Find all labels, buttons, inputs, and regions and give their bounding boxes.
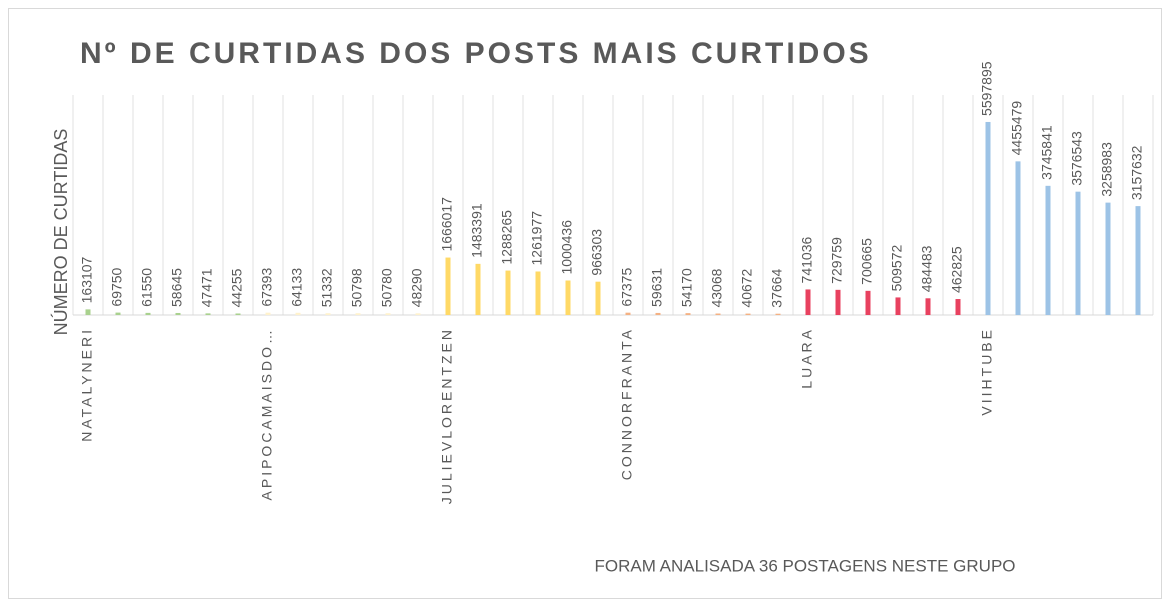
x-tick-label: APIPOCAMAISDO… [259, 327, 275, 500]
bar [685, 313, 691, 315]
value-label: 3258983 [1099, 142, 1115, 197]
bar [745, 313, 751, 315]
bar [415, 313, 421, 315]
bar [1075, 191, 1081, 315]
bar [385, 313, 391, 315]
value-label: 58645 [169, 268, 185, 307]
bar [1105, 202, 1111, 315]
bar [145, 312, 151, 315]
value-label: 966303 [589, 229, 605, 276]
value-label: 44255 [229, 268, 245, 307]
value-label: 50798 [349, 268, 365, 307]
value-label: 67375 [619, 268, 635, 307]
bar [955, 299, 961, 315]
value-label: 50780 [379, 268, 395, 307]
bar [475, 263, 481, 315]
bar [595, 281, 601, 315]
bar [205, 313, 211, 315]
bar [535, 271, 541, 315]
value-label: 4455479 [1009, 101, 1025, 156]
chart-title: Nº DE CURTIDAS DOS POSTS MAIS CURTIDOS [80, 37, 872, 70]
bar [985, 121, 991, 315]
value-label: 43068 [709, 268, 725, 307]
value-label: 67393 [259, 268, 275, 307]
bar [445, 257, 451, 315]
value-label: 3157632 [1129, 145, 1145, 200]
bar [115, 312, 121, 315]
bar [505, 270, 511, 315]
value-label: 3576543 [1069, 131, 1085, 186]
bar [775, 313, 781, 315]
bar [1135, 206, 1141, 315]
value-label: 54170 [679, 268, 695, 307]
value-label: 3745841 [1039, 125, 1055, 180]
value-label: 69750 [109, 267, 125, 306]
value-label: 1483391 [469, 203, 485, 258]
bar [895, 297, 901, 315]
value-label: 48290 [409, 268, 425, 307]
value-label: 5597895 [979, 61, 995, 116]
bar [625, 312, 631, 315]
bar [1045, 185, 1051, 315]
bar [865, 290, 871, 315]
x-tick-label: LUARA [799, 327, 815, 389]
value-label: 700665 [859, 238, 875, 285]
value-label: 1666017 [439, 197, 455, 252]
bar [565, 280, 571, 315]
bar [325, 313, 331, 315]
x-tick-label: CONNORFRANTA [619, 327, 635, 480]
bar [85, 309, 91, 315]
value-label: 484483 [919, 245, 935, 292]
value-label: 509572 [889, 244, 905, 291]
value-label: 59631 [649, 268, 665, 307]
bar [235, 313, 241, 315]
chart-border [8, 8, 1162, 599]
value-label: 64133 [289, 268, 305, 307]
bar [805, 289, 811, 315]
value-label: 40672 [739, 268, 755, 307]
x-tick-label: JULIEVLORENTZEN [439, 327, 455, 504]
bar [175, 312, 181, 315]
value-label: 729759 [829, 237, 845, 284]
value-label: 462825 [949, 246, 965, 293]
x-tick-label: VIIHTUBE [979, 327, 995, 416]
bar [655, 312, 661, 315]
value-label: 47471 [199, 268, 215, 307]
x-tick-label: NATALYNERI [79, 327, 95, 442]
value-label: 1000436 [559, 220, 575, 275]
note: FORAM ANALISADA 36 POSTAGENS NESTE GRUPO [594, 556, 1015, 575]
bar [925, 298, 931, 315]
value-label: 163107 [79, 256, 95, 303]
value-label: 1261977 [529, 211, 545, 266]
y-axis-title: NÚMERO DE CURTIDAS [50, 129, 71, 336]
bar [715, 313, 721, 315]
bar [295, 312, 301, 315]
value-label: 51332 [319, 268, 335, 307]
bar [355, 313, 361, 315]
bar [265, 312, 271, 315]
bar [1015, 161, 1021, 315]
value-label: 37664 [769, 269, 785, 308]
value-label: 1288265 [499, 210, 515, 265]
value-label: 61550 [139, 268, 155, 307]
bar [835, 289, 841, 315]
value-label: 741036 [799, 237, 815, 284]
